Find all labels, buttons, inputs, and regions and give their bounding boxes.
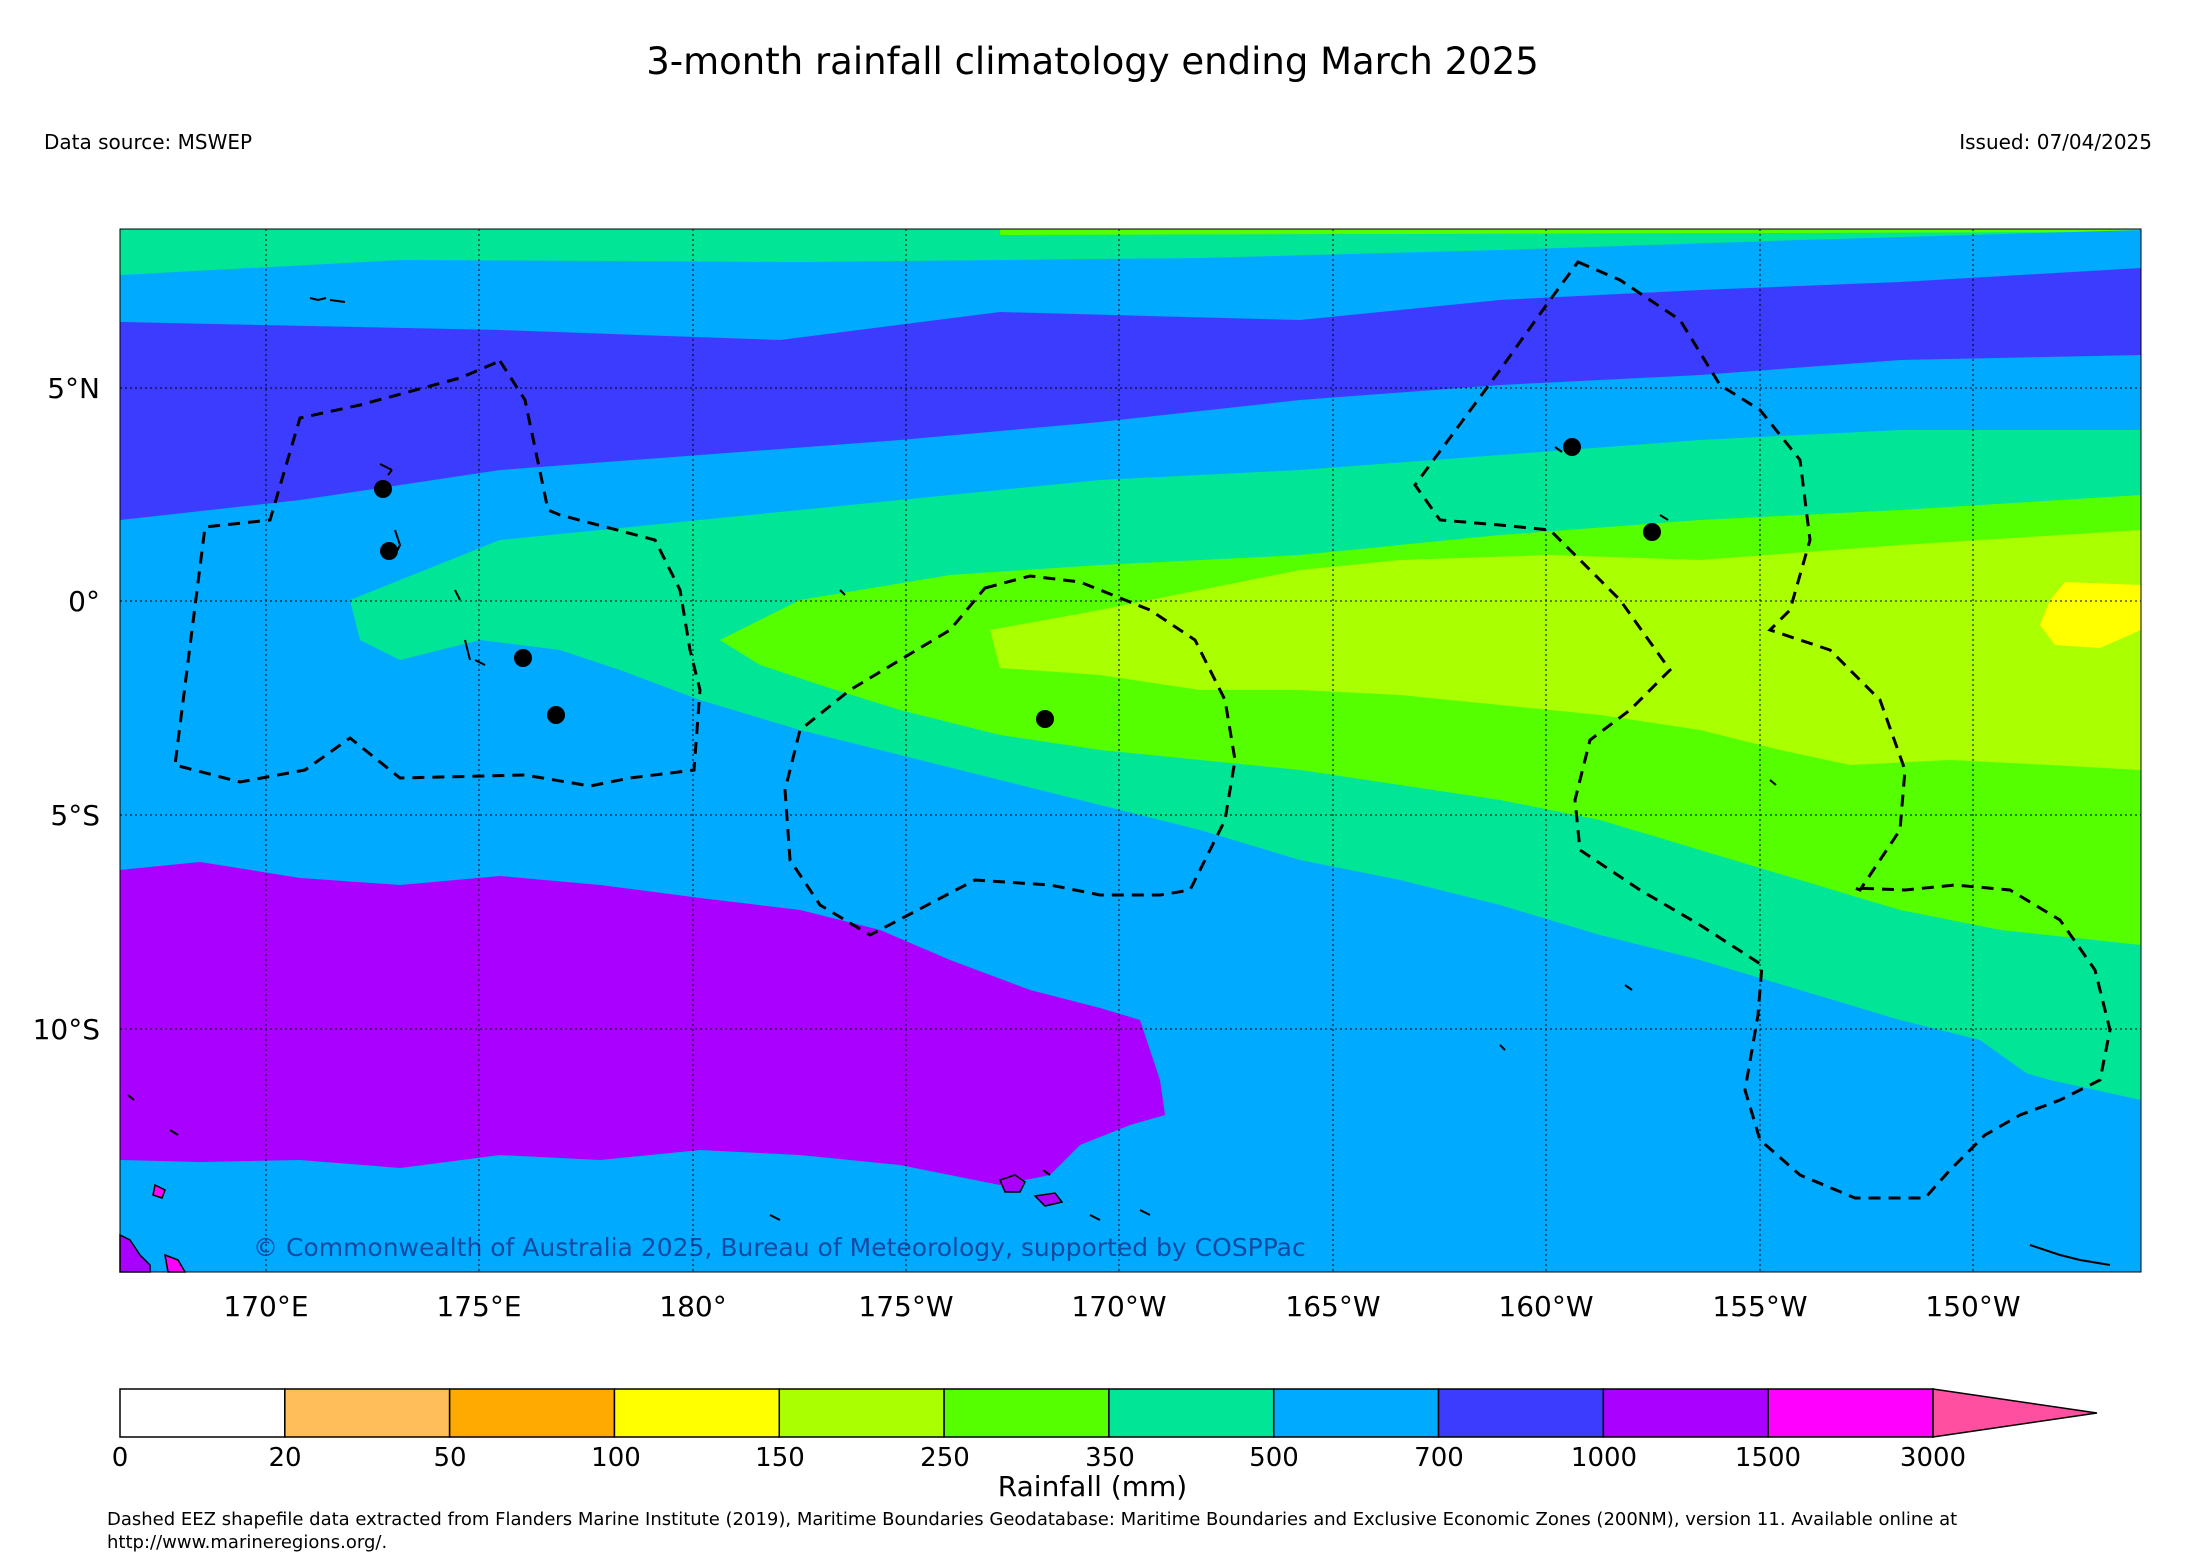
lat-tick-label: 10°S [33, 1013, 100, 1046]
colorbar-cell [613, 1388, 781, 1438]
eez-boundaries [173, 260, 2112, 1200]
lon-tick-labels: 170°E 175°E 180° 175°W 170°W 165°W 160°W… [223, 1290, 2020, 1323]
colorbar-tick-label: 500 [1249, 1443, 1299, 1473]
colorbar-cells [119, 1388, 1934, 1438]
rainfall-contour-layer [120, 229, 2141, 1272]
colorbar-cell [1602, 1388, 1769, 1438]
colorbar-tick-label: 350 [1085, 1443, 1135, 1473]
colorbar-tick-label: 1000 [1571, 1443, 1637, 1473]
lon-tick-label: 175°W [858, 1290, 953, 1323]
lat-tick-label: 5°S [50, 799, 100, 832]
lon-tick-label: 160°W [1498, 1290, 1593, 1323]
colorbar-cell [448, 1388, 616, 1438]
colorbar-cell [943, 1388, 1110, 1438]
island-coastlines [127, 297, 2111, 1266]
station-marker [1643, 523, 1661, 541]
lat-tick-labels: 5°N 0° 5°S 10°S [33, 372, 100, 1046]
issued-date-label: Issued: 07/04/2025 [1959, 130, 2152, 154]
colorbar-tick-label: 0 [112, 1443, 129, 1473]
station-marker [547, 706, 565, 724]
station-marker [374, 480, 392, 498]
colorbar-tick-label: 100 [591, 1443, 641, 1473]
colorbar-cell [284, 1388, 451, 1438]
colorbar-cell [1437, 1388, 1605, 1438]
colorbar-tick-labels: 0 20 50 100 150 250 350 500 700 1000 150… [112, 1443, 1966, 1473]
station-markers [374, 438, 1661, 728]
lon-tick-label: 175°E [436, 1290, 521, 1323]
data-source-label: Data source: MSWEP [44, 130, 253, 154]
station-marker [1036, 710, 1054, 728]
colorbar-cell [1272, 1388, 1440, 1438]
colorbar-tick-label: 50 [433, 1443, 466, 1473]
lon-tick-label: 180° [659, 1290, 726, 1323]
colorbar: 0 20 50 100 150 250 350 500 700 1000 150… [112, 1388, 2098, 1473]
colorbar-label: Rainfall (mm) [997, 1470, 1188, 1503]
colorbar-cell [1767, 1388, 1934, 1438]
map-title: 3-month rainfall climatology ending Marc… [646, 40, 1539, 83]
colorbar-cell [1108, 1388, 1275, 1438]
colorbar-cell [119, 1388, 286, 1438]
lon-tick-label: 165°W [1285, 1290, 1380, 1323]
colorbar-tick-label: 1500 [1735, 1443, 1801, 1473]
station-marker [1563, 438, 1581, 456]
map-frame [119, 228, 2142, 1273]
lat-tick-label: 0° [68, 585, 100, 618]
colorbar-extend-triangle [1932, 1388, 2098, 1438]
colorbar-tick-label: 3000 [1900, 1443, 1966, 1473]
copyright-text: © Commonwealth of Australia 2025, Bureau… [253, 1233, 1306, 1262]
colorbar-cell [778, 1388, 945, 1438]
footnote: Dashed EEZ shapefile data extracted from… [107, 1509, 1958, 1553]
colorbar-tick-label: 20 [268, 1443, 301, 1473]
station-marker [380, 542, 398, 560]
colorbar-tick-label: 150 [755, 1443, 805, 1473]
colorbar-tick-label: 250 [920, 1443, 970, 1473]
station-marker [514, 649, 532, 667]
lon-tick-label: 170°E [223, 1290, 308, 1323]
lon-tick-label: 155°W [1712, 1290, 1807, 1323]
colorbar-tick-label: 700 [1414, 1443, 1464, 1473]
lon-tick-label: 170°W [1071, 1290, 1166, 1323]
lat-tick-label: 5°N [47, 372, 100, 405]
lon-tick-label: 150°W [1925, 1290, 2020, 1323]
